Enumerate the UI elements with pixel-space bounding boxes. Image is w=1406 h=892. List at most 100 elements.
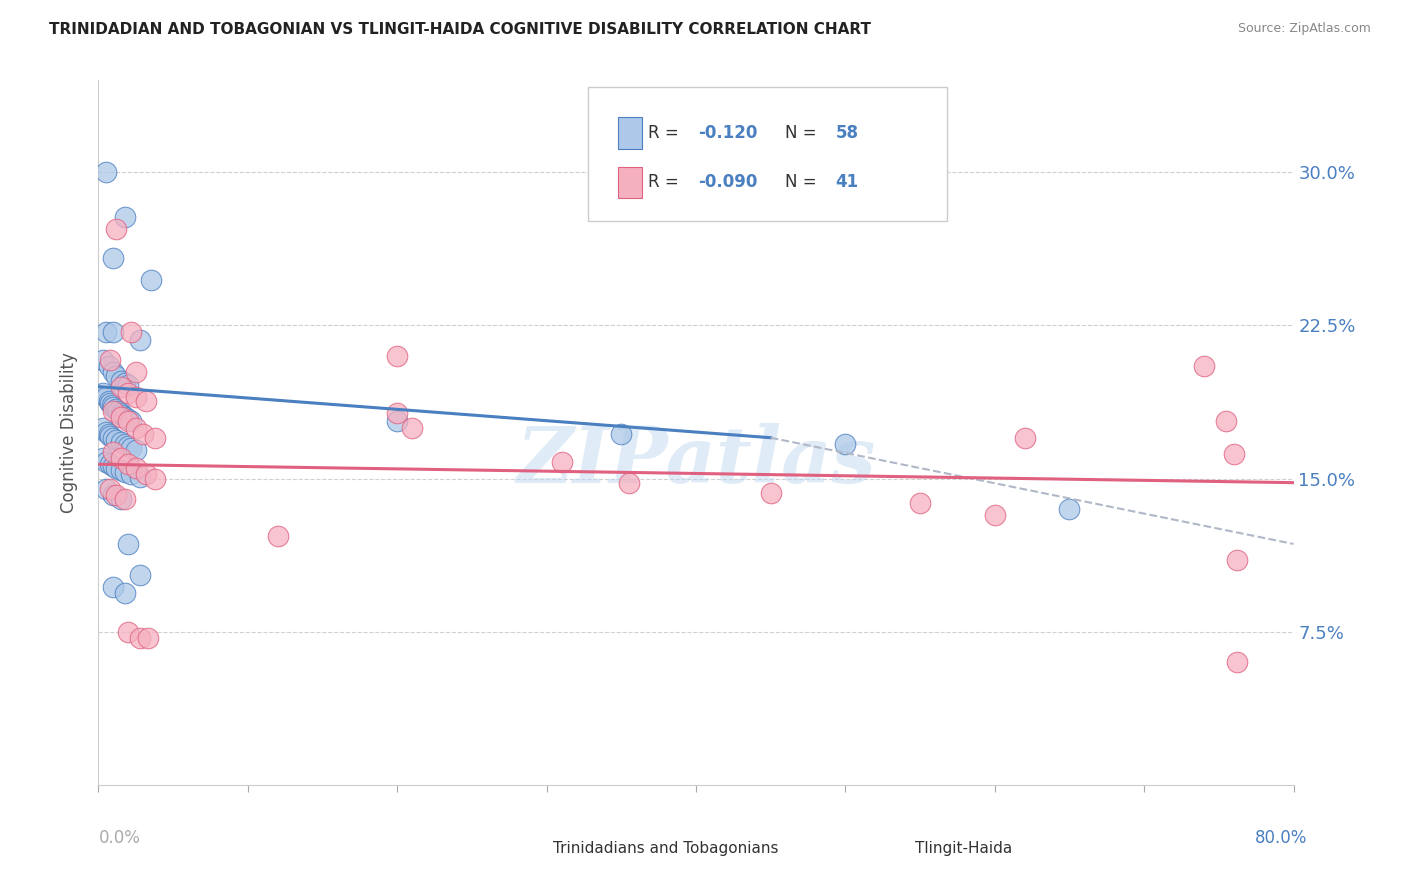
Point — [103, 580, 125, 594]
Point — [117, 439, 139, 453]
Point — [135, 467, 157, 482]
Point — [114, 437, 136, 451]
Bar — [517, 830, 547, 866]
Point — [101, 398, 124, 412]
Point — [105, 402, 128, 417]
Point — [114, 466, 136, 480]
Point — [110, 463, 132, 477]
Point — [91, 451, 114, 466]
Point — [110, 406, 132, 420]
Point — [125, 442, 148, 457]
Point — [984, 508, 1007, 523]
Point — [114, 491, 136, 506]
Point — [908, 496, 931, 510]
Point — [1226, 553, 1249, 567]
Point — [103, 251, 125, 265]
Point — [98, 353, 122, 368]
Point — [136, 631, 159, 645]
Text: Cognitive Disability: Cognitive Disability — [59, 352, 77, 513]
Point — [111, 409, 134, 423]
Point — [91, 385, 114, 400]
Point — [139, 273, 162, 287]
Point — [103, 445, 125, 459]
Point — [120, 414, 142, 428]
Point — [105, 222, 128, 236]
Text: R =: R = — [648, 124, 683, 142]
Text: N =: N = — [785, 124, 823, 142]
Point — [1014, 431, 1036, 445]
Point — [91, 353, 114, 368]
Point — [103, 365, 125, 379]
Bar — [619, 117, 641, 149]
Point — [91, 420, 114, 434]
Point — [94, 390, 117, 404]
Point — [105, 488, 128, 502]
Point — [103, 404, 125, 418]
Point — [98, 396, 122, 410]
Point — [1215, 414, 1237, 428]
Point — [94, 455, 117, 469]
Point — [120, 441, 142, 455]
Point — [610, 426, 633, 441]
Point — [759, 486, 782, 500]
Point — [110, 379, 132, 393]
Point — [550, 455, 572, 469]
Point — [103, 325, 125, 339]
Point — [97, 359, 120, 374]
Point — [103, 459, 125, 474]
Point — [105, 433, 128, 447]
Point — [834, 437, 856, 451]
Point — [117, 624, 139, 639]
Point — [110, 491, 132, 506]
Point — [110, 434, 132, 449]
Point — [401, 420, 423, 434]
Point — [94, 325, 117, 339]
FancyBboxPatch shape — [589, 87, 948, 221]
Point — [94, 482, 117, 496]
Text: Trinidadians and Tobagonians: Trinidadians and Tobagonians — [553, 841, 778, 856]
Text: ZIPatlas: ZIPatlas — [516, 423, 876, 499]
Text: 41: 41 — [835, 173, 859, 192]
Point — [125, 420, 148, 434]
Point — [1059, 502, 1081, 516]
Point — [129, 631, 152, 645]
Text: TRINIDADIAN AND TOBAGONIAN VS TLINGIT-HAIDA COGNITIVE DISABILITY CORRELATION CHA: TRINIDADIAN AND TOBAGONIAN VS TLINGIT-HA… — [49, 22, 872, 37]
Point — [125, 365, 148, 379]
Point — [143, 472, 166, 486]
Point — [1226, 656, 1249, 670]
Text: Tlingit-Haida: Tlingit-Haida — [915, 841, 1012, 856]
Point — [267, 529, 290, 543]
Point — [94, 425, 117, 439]
Point — [110, 374, 132, 388]
Point — [135, 394, 157, 409]
Point — [98, 457, 122, 471]
Point — [385, 406, 409, 420]
Point — [103, 488, 125, 502]
Point — [117, 414, 139, 428]
Point — [617, 475, 640, 490]
Point — [120, 467, 142, 482]
Point — [129, 469, 152, 483]
Point — [98, 482, 122, 496]
Point — [114, 586, 136, 600]
Point — [97, 426, 120, 441]
Point — [385, 414, 409, 428]
Point — [1223, 447, 1246, 461]
Point — [1192, 359, 1215, 374]
Point — [117, 385, 139, 400]
Point — [107, 404, 129, 418]
Text: 80.0%: 80.0% — [1256, 830, 1308, 847]
Point — [129, 567, 152, 582]
Text: -0.120: -0.120 — [697, 124, 758, 142]
Text: -0.090: -0.090 — [697, 173, 758, 192]
Bar — [876, 830, 905, 866]
Point — [94, 165, 117, 179]
Point — [125, 461, 148, 475]
Point — [97, 394, 120, 409]
Point — [120, 325, 142, 339]
Point — [143, 431, 166, 445]
Text: 58: 58 — [835, 124, 858, 142]
Point — [105, 461, 128, 475]
Point — [125, 390, 148, 404]
Point — [385, 349, 409, 363]
